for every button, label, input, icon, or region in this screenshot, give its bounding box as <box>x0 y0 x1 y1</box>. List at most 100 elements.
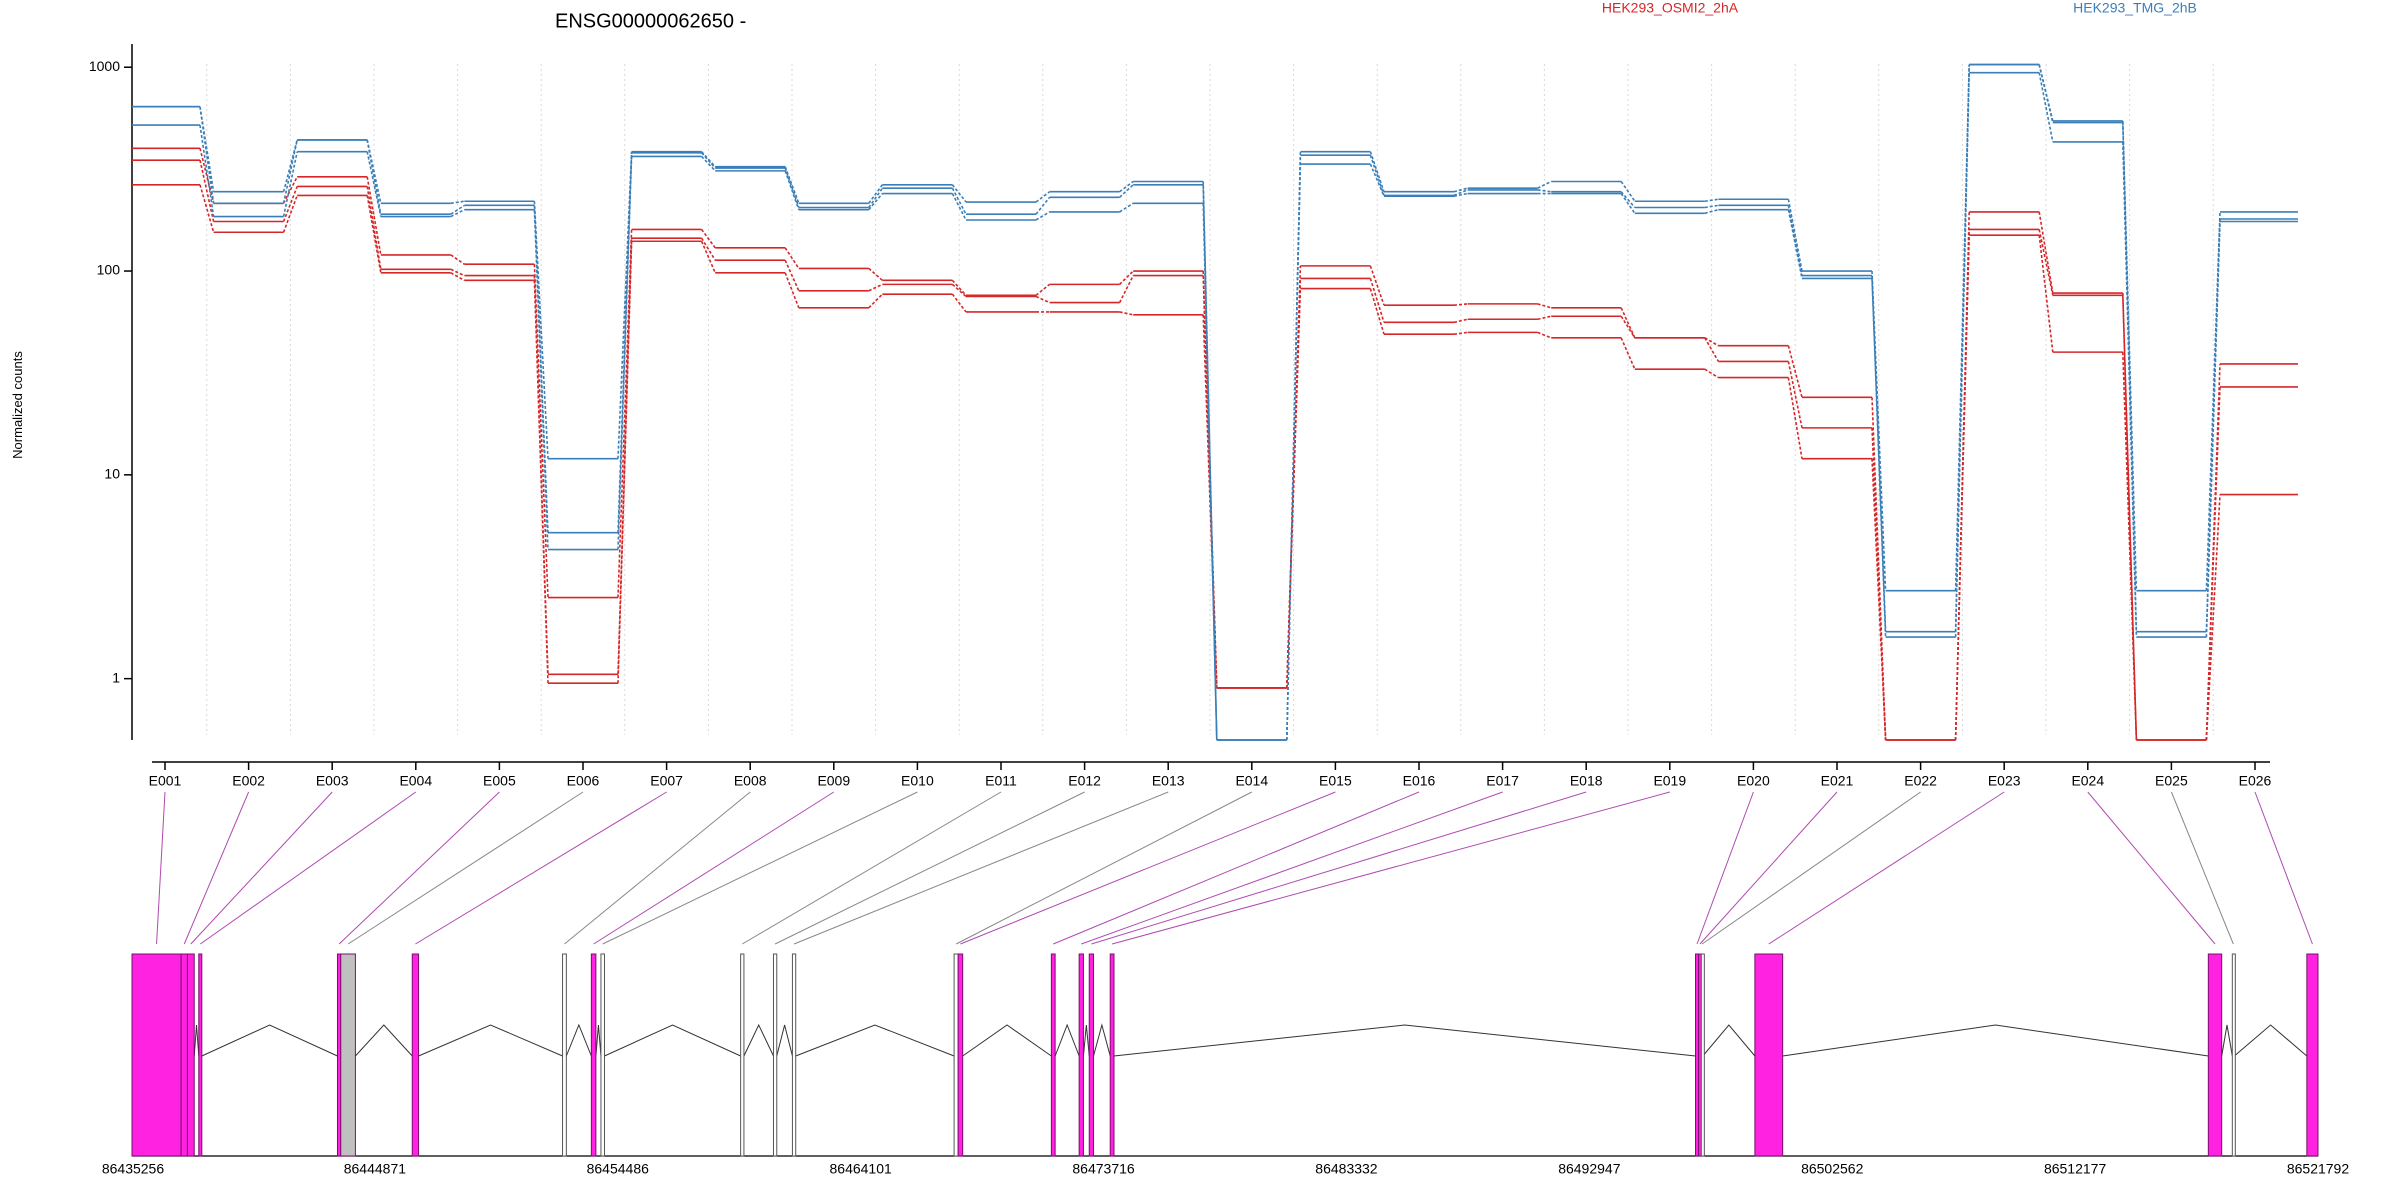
x-tick-label-e005: E005 <box>483 773 516 789</box>
connector-e004 <box>200 791 417 945</box>
connector-e020 <box>1696 791 1754 945</box>
series-2-link <box>1537 331 1552 339</box>
series-2-link <box>2205 494 2221 741</box>
y-axis-label: Normalized counts <box>10 351 25 459</box>
x-tick-label-e026: E026 <box>2239 773 2272 789</box>
series-2-link <box>366 195 382 273</box>
intron-line <box>418 1024 563 1057</box>
connector-e005 <box>338 791 500 945</box>
series-4-link <box>1620 191 1636 209</box>
series-1-link <box>2122 295 2138 741</box>
x-tick-label-e011: E011 <box>985 773 1017 789</box>
series-1-link <box>1453 318 1468 324</box>
series-3-link <box>2122 120 2138 591</box>
x-tick-label-e006: E006 <box>567 773 600 789</box>
series-2-link <box>533 280 549 684</box>
intron-line <box>795 1024 955 1057</box>
series-0-link <box>533 264 549 598</box>
series-5 <box>132 71 2298 741</box>
series-5-link <box>1286 164 1302 741</box>
connector-e001 <box>156 791 166 945</box>
series-1-link <box>1787 361 1803 429</box>
series-2-link <box>199 184 215 233</box>
x-tick-label-e018: E018 <box>1570 773 1603 789</box>
exon-box-e003 <box>186 953 195 1157</box>
series-5-link <box>2122 141 2138 638</box>
series-3-link <box>450 200 465 205</box>
exon-box-e016 <box>1050 953 1056 1157</box>
intron-line <box>1054 1023 1080 1057</box>
intron-line <box>776 1024 793 1057</box>
series-0-link <box>700 228 716 249</box>
series-3-link <box>533 201 549 459</box>
series-5-link <box>2038 72 2054 143</box>
connector-e009 <box>593 791 835 945</box>
series-5-link <box>701 155 716 172</box>
exon-box-e015 <box>957 953 964 1157</box>
series-4-link <box>1704 204 1719 209</box>
series-2-link <box>1453 331 1468 335</box>
series-0-link <box>2038 211 2054 294</box>
intron-line <box>201 1024 338 1057</box>
series-2-link <box>951 293 967 313</box>
series-2-link <box>1620 337 1636 370</box>
series-5-link <box>1202 203 1218 741</box>
series-2-link <box>1704 368 1719 379</box>
connector-e006 <box>347 791 584 945</box>
exon-box-e025 <box>2231 953 2236 1157</box>
series-5-link <box>199 124 215 217</box>
exon-box-e010 <box>600 953 605 1157</box>
series-1-link <box>868 283 883 292</box>
series-3-link <box>1787 199 1803 272</box>
exon-box-e019 <box>1109 953 1115 1157</box>
series-4-link <box>199 106 215 204</box>
x-tick-label-e014: E014 <box>1235 773 1268 789</box>
series-1-link <box>1620 315 1636 339</box>
genome-tick-label: 86444871 <box>344 1161 407 1177</box>
series-5-link <box>784 170 800 210</box>
connector-e016 <box>1053 791 1420 945</box>
y-tick-label: 1000 <box>89 58 120 74</box>
series-4-link <box>784 167 800 208</box>
series-4-link <box>1871 275 1887 632</box>
series-2-link <box>700 240 716 274</box>
x-tick-label-e021: E021 <box>1821 773 1854 789</box>
series-5-link <box>1620 193 1636 214</box>
series-5-link <box>450 208 465 218</box>
x-ticks: E001 E002 E003 E004 E005 E006 E007 E008 E009 E010… <box>149 762 2272 789</box>
series-4-link <box>366 139 382 215</box>
intron-line <box>1113 1024 1696 1057</box>
exon-box-e023 <box>1754 953 1784 1157</box>
series-2 <box>132 183 2298 741</box>
intron-line <box>1782 1024 2209 1057</box>
series-0-link <box>784 247 800 269</box>
series-5-link <box>868 193 884 211</box>
series-1-link <box>366 186 382 270</box>
x-tick-label-e010: E010 <box>901 773 934 789</box>
intron-line <box>743 1023 774 1057</box>
series-3-link <box>1035 191 1051 203</box>
connector-e022 <box>1701 791 1921 945</box>
legend-label-series-3: HEK293_TMG_2hB <box>2073 0 2197 16</box>
series-0-link <box>1369 265 1385 306</box>
series-4-link <box>1537 189 1552 193</box>
x-tick-label-e020: E020 <box>1737 773 1770 789</box>
x-tick-label-e016: E016 <box>1403 773 1436 789</box>
connector-e012 <box>774 791 1085 945</box>
series-5-link <box>1035 211 1051 221</box>
series-3-link <box>199 106 215 192</box>
series-2-link <box>868 293 883 309</box>
intron-line <box>565 1023 592 1057</box>
series-5-link <box>2205 221 2221 638</box>
exon-box-e013 <box>791 953 797 1157</box>
connector-e025 <box>2170 791 2234 945</box>
series-5-link <box>282 151 298 217</box>
exon-box-e001 <box>131 953 182 1157</box>
genome-tick-label: 86473716 <box>1072 1161 1135 1177</box>
series-1-link <box>282 186 298 222</box>
x-tick-label-e024: E024 <box>2071 773 2104 789</box>
connector-e021 <box>1699 791 1838 945</box>
connector-e024 <box>2087 791 2216 945</box>
intron-line <box>2234 1024 2308 1057</box>
series-3-link <box>868 184 884 204</box>
